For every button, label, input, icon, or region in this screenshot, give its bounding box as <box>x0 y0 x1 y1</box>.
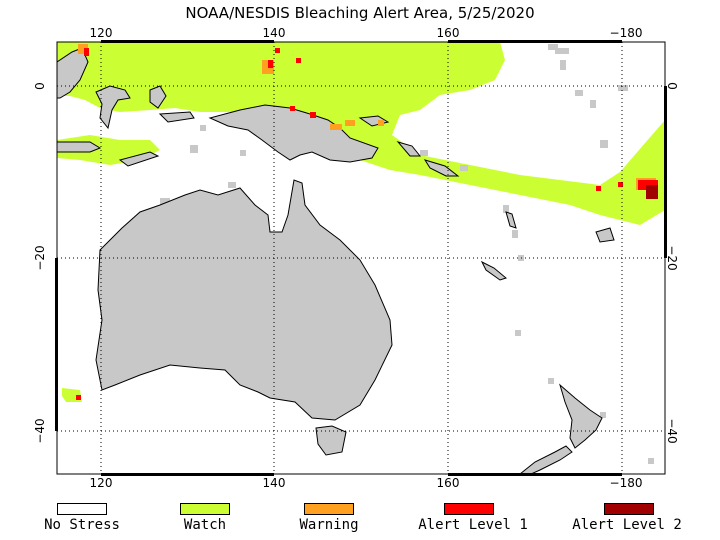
borneo <box>57 47 89 99</box>
solomon-islands <box>423 159 460 177</box>
new-zealand-north <box>559 383 603 449</box>
new-zealand-south <box>519 445 573 474</box>
legend-swatch-warning <box>304 503 354 515</box>
legend-swatch-alert-2 <box>604 503 654 515</box>
legend-label-alert-1: Alert Level 1 <box>418 517 528 533</box>
timor <box>118 151 160 167</box>
bottom-tick-160: 160 <box>436 476 460 490</box>
right-tick-minus20: −20 <box>665 245 679 271</box>
australia-landmass <box>95 179 393 421</box>
bottom-tick-140: 140 <box>262 476 286 490</box>
new-caledonia <box>480 260 508 281</box>
moluccas <box>149 85 167 109</box>
frame-bars <box>55 40 667 476</box>
right-tick-0: 0 <box>665 82 679 90</box>
top-tick-180: −180 <box>609 26 643 40</box>
top-tick-120: 120 <box>89 26 113 40</box>
legend-label-alert-2: Alert Level 2 <box>572 517 682 533</box>
legend-label-no-stress: No Stress <box>44 517 120 533</box>
alert2-pixels <box>646 185 658 199</box>
left-tick-minus20: −20 <box>33 245 47 271</box>
bottom-tick-180: −180 <box>609 476 643 490</box>
legend-swatch-no-stress <box>57 503 107 515</box>
vanuatu <box>505 211 517 229</box>
left-tick-0: 0 <box>33 82 47 90</box>
seram <box>158 111 195 123</box>
bougainville <box>396 141 422 157</box>
legend-label-watch: Watch <box>183 517 227 533</box>
legend-swatch-watch <box>180 503 230 515</box>
fiji <box>595 227 615 243</box>
bottom-tick-120: 120 <box>89 476 113 490</box>
left-tick-minus40: −40 <box>33 418 47 444</box>
right-tick-minus40: −40 <box>665 418 679 444</box>
bleaching-alert-map <box>55 40 667 476</box>
top-tick-140: 140 <box>262 26 286 40</box>
legend-swatch-alert-1 <box>444 503 494 515</box>
tasmania <box>315 425 347 456</box>
lesser-sunda <box>57 141 102 153</box>
map-title: NOAA/NESDIS Bleaching Alert Area, 5/25/2… <box>185 4 535 22</box>
top-tick-160: 160 <box>436 26 460 40</box>
legend-label-warning: Warning <box>299 517 359 533</box>
graticule <box>57 42 665 474</box>
